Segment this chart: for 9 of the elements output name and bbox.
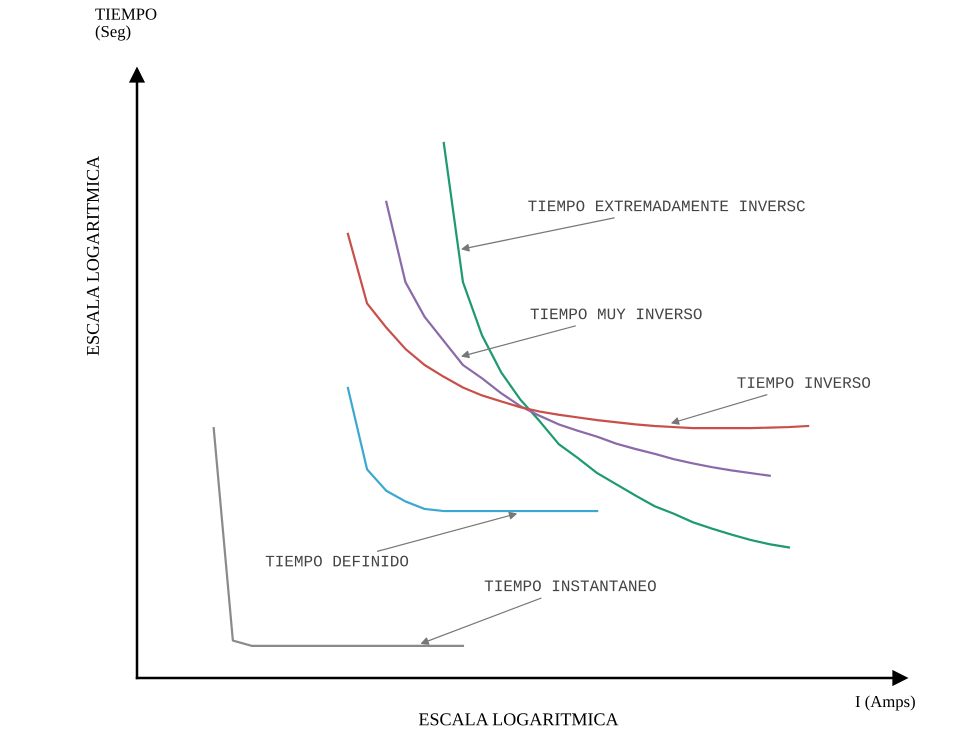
- annotation: TIEMPO INSTANTANEO: [484, 580, 656, 592]
- annotation: TIEMPO INVERSO: [737, 377, 870, 388]
- y-axis-title: ESCALA LOGARITMICA: [86, 156, 99, 356]
- annotation: TIEMPO DEFINIDO: [266, 556, 408, 567]
- annotation: TIEMPO EXTREMADAMENTE INVERSC: [528, 200, 805, 212]
- text: I (Amps): [856, 695, 915, 711]
- annotation: TIEMPO MUY INVERSO: [530, 308, 702, 320]
- text: TIEMPO (Seg): [95, 8, 156, 41]
- x-axis-title: ESCALA LOGARITMICA: [418, 713, 618, 726]
